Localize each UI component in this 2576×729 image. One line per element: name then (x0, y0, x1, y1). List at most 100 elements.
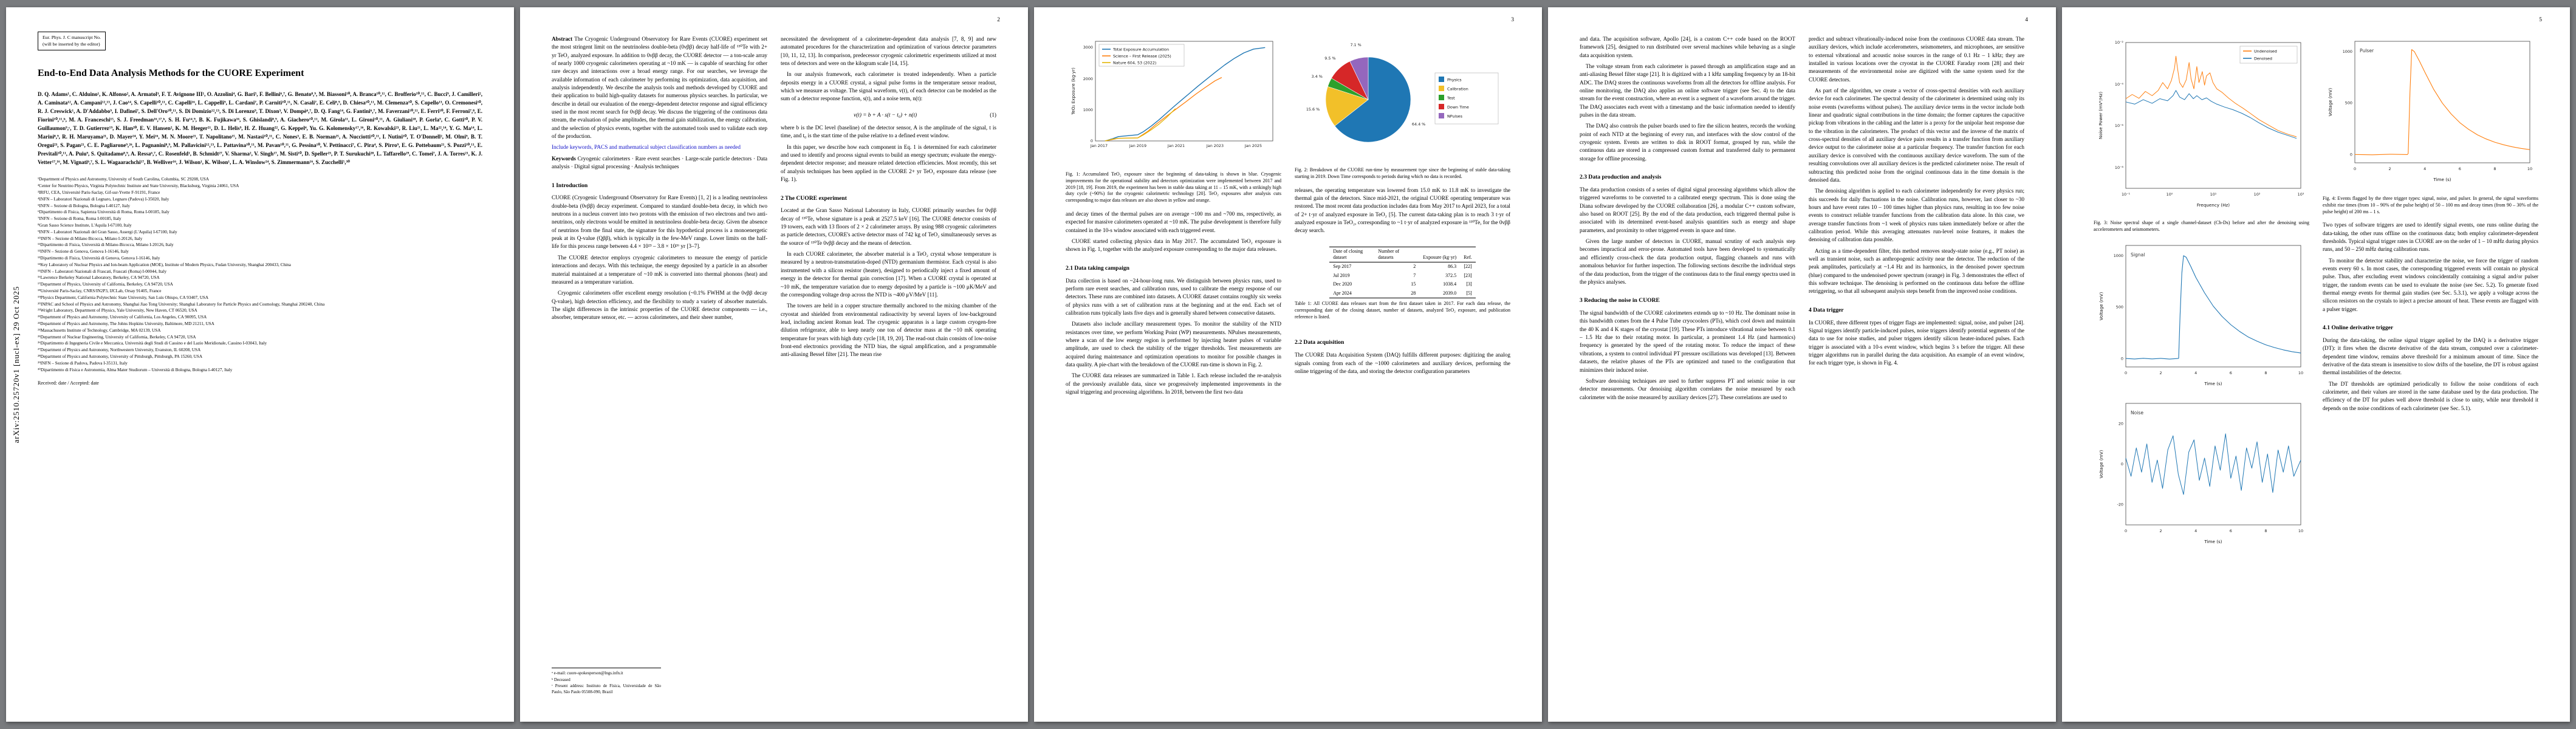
paragraph: In each CUORE calorimeter, the absorber … (781, 251, 996, 298)
fig4-y-axis-label: Voltage (mV) (2098, 292, 2104, 320)
figure-1-caption: Fig. 1: Accumulated TeO₂ exposure since … (1066, 171, 1281, 204)
paragraph: In CUORE, three different types of trigg… (1809, 319, 2024, 366)
svg-text:Undenoised: Undenoised (2254, 49, 2277, 54)
table-row: Dec 2020 15 1038.4 [3] (1329, 280, 1475, 289)
table-cell: 7 (1413, 272, 1416, 278)
page-number: 2 (997, 17, 1000, 23)
svg-text:15.6 %: 15.6 % (1306, 107, 1319, 112)
panel-label-noise: Noise (2131, 410, 2143, 416)
svg-text:6: 6 (2229, 371, 2232, 375)
paragraph: The DT thresholds are optimized periodic… (2323, 380, 2538, 411)
affiliation-item: ⁷INFN – Sezione di Roma, Roma I-00185, I… (38, 216, 122, 222)
section-4-heading: 4 Data trigger (1809, 306, 1844, 313)
footnote: ᶜ Present address: Instituto de Física, … (552, 683, 661, 694)
paragraph: where b is the DC level (baseline) of th… (781, 125, 996, 139)
fig4-y-axis-label: Voltage (mV) (2098, 450, 2104, 478)
affiliation-item: ¹⁸Université Paris-Saclay, CNRS/IN2P3, I… (38, 289, 162, 294)
section-2-3-heading: 2.3 Data production and analysis (1580, 174, 1662, 181)
fig1-legend: Total Exposure Accumulation Science – Fi… (1101, 47, 1171, 66)
figure-3-noise-spectrum: Undenoised Denoised 10⁻¹ 10⁰ 10¹ 10² 10³ (2094, 36, 2309, 214)
footnote: ᵇ Deceased (552, 677, 570, 682)
keywords-line: Keywords Cryogenic calorimeters · Rare e… (552, 155, 767, 171)
fig4-x-axis-label: Time (s) (2204, 539, 2222, 544)
column-left: Undenoised Denoised 10⁻¹ 10⁰ 10¹ 10² 10³ (2094, 35, 2309, 695)
svg-text:8: 8 (2264, 529, 2267, 533)
paragraph: Datasets also include ancillary measurem… (1066, 321, 1281, 368)
affiliation-item: ¹⁶Lawrence Berkeley National Laboratory,… (38, 275, 160, 281)
paragraph: The signal bandwidth of the CUORE calori… (1580, 310, 1795, 373)
svg-text:Test: Test (1447, 96, 1455, 101)
figure-2-caption: Fig. 2: Breakdown of the CUORE run-time … (1295, 167, 1510, 179)
page-number: 5 (2539, 17, 2542, 23)
table-cell: 2 (1413, 264, 1416, 270)
figure-4-panel-signal: Signal 0 2 4 6 8 10 0 500 1000 (2094, 241, 2309, 394)
svg-text:2000: 2000 (1083, 77, 1092, 81)
manuscript-note-box: Eur. Phys. J. C manuscript No. (will be … (38, 32, 106, 51)
affiliation-item: ²⁰INPAC and School of Physics and Astron… (38, 301, 325, 307)
affiliation-item: ¹³Dipartimento di Fisica, Università di … (38, 256, 160, 261)
fig4-y-axis-label: Voltage (mV) (2328, 87, 2333, 116)
affiliation-item: ²²Department of Physics and Astronomy, U… (38, 315, 207, 320)
svg-text:Science – First Release (2025): Science – First Release (2025) (1113, 54, 1171, 59)
table-1-block: Date of closing dataset Number of datase… (1295, 242, 1510, 327)
figure-2-runtime-pie: 64.4 % 15.6 % 3.4 % 9.5 % 7.1 % Physics Cali… (1295, 36, 1510, 161)
column-right: 64.4 % 15.6 % 3.4 % 9.5 % 7.1 % Physics Cali… (1295, 35, 1510, 695)
fig3-y-axis-label: Noise Power (mV²/Hz) (2098, 92, 2103, 139)
affiliation-item: ¹⁰INFN – Sezione di Milano Bicocca, Mila… (38, 236, 143, 241)
figure-4-panel-pulser: Pulser 0 2 4 6 8 10 0 500 1000 (2323, 36, 2538, 190)
paragraph: predict and subtract vibrationally-induc… (1809, 36, 2024, 83)
svg-text:6: 6 (2229, 529, 2232, 533)
svg-text:10: 10 (2298, 371, 2303, 375)
affiliation-item: ⁹INFN – Laboratori Nazionali del Gran Sa… (38, 229, 177, 234)
svg-text:500: 500 (2115, 304, 2123, 309)
svg-text:Physics: Physics (1447, 78, 1462, 83)
svg-text:Down Time: Down Time (1447, 105, 1469, 110)
affiliation-item: ⁴INFN – Laboratori Nazionali di Legnaro,… (38, 196, 170, 202)
column-right: predict and subtract vibrationally-induc… (1809, 35, 2024, 695)
svg-text:10⁻⁴: 10⁻⁴ (2114, 82, 2123, 87)
affiliation-item: ¹²INFN – Sezione di Genova, Genova I-161… (38, 249, 129, 255)
svg-text:0: 0 (2349, 152, 2352, 157)
affiliation-item: ¹⁴Key Laboratory of Nuclear Physics and … (38, 262, 291, 267)
affiliation-item: ¹Department of Physics and Astronomy, Un… (38, 177, 209, 182)
paragraph: In this paper, we describe how each comp… (781, 143, 996, 183)
section-2-2-heading: 2.2 Data acquisition (1295, 339, 1345, 346)
fig4-noise-x-tick-labels: 0 2 4 6 8 10 (2124, 529, 2303, 533)
paragraph: Data collection is based on ~24-hour-lon… (1066, 277, 1281, 316)
keywords-text: Cryogenic calorimeters · Rare event sear… (552, 155, 767, 170)
fig1-x-tick-labels: Jan 2017 Jan 2019 Jan 2021 Jan 2023 Jan … (1089, 143, 1261, 148)
affiliation-item: ⁸Gran Sasso Science Institute, L'Aquila … (38, 223, 132, 228)
affiliation-list: ¹Department of Physics and Astronomy, Un… (38, 176, 482, 373)
paragraph: The CUORE data releases are summarized i… (1066, 372, 1281, 395)
svg-text:2: 2 (2159, 529, 2162, 533)
page-number: 4 (2025, 17, 2028, 23)
figure-4-panel-noise: Noise 0 2 4 6 8 10 -20 0 20 (2094, 399, 2309, 552)
paragraph: Located at the Gran Sasso National Labor… (781, 207, 996, 246)
svg-text:10: 10 (2527, 166, 2532, 171)
section-1-heading: 1 Introduction (552, 182, 588, 189)
affiliation-item: ²⁷Department of Physics and Astronomy, N… (38, 347, 201, 353)
svg-text:3000: 3000 (1083, 45, 1092, 50)
paragraph: Two types of software triggers are used … (2323, 222, 2538, 253)
affiliation-item: ²⁹INFN – Sezione di Padova, Padova I-351… (38, 360, 128, 366)
svg-text:Jan 2021: Jan 2021 (1166, 143, 1184, 148)
svg-text:10⁻⁸: 10⁻⁸ (2114, 165, 2123, 170)
fig3-legend-box (2239, 46, 2297, 64)
paragraph: Cryogenic calorimeters offer excellent e… (552, 290, 767, 321)
fig2-legend-box (1434, 72, 1498, 125)
svg-text:4: 4 (2424, 166, 2426, 171)
table-header: Number of datasets (1374, 246, 1420, 263)
affiliation-item: ²¹Wright Laboratory, Department of Physi… (38, 308, 197, 313)
svg-text:0: 0 (2124, 529, 2126, 533)
table-cell: [3] (1466, 281, 1472, 287)
svg-text:8: 8 (2264, 371, 2267, 375)
affiliation-item: ¹⁷Department of Physics, University of C… (38, 282, 173, 287)
paragraph: necessitated the development of a calori… (781, 36, 996, 67)
paragraph: The data production consists of a series… (1580, 187, 1795, 233)
fig1-y-tick-labels: 0 1000 2000 3000 (1083, 45, 1092, 143)
svg-text:9.5 %: 9.5 % (1324, 56, 1335, 61)
svg-text:Denoised: Denoised (2254, 56, 2272, 61)
paragraph: CUORE (Cryogenic Underground Observatory… (552, 194, 767, 250)
column-left: Total Exposure Accumulation Science – Fi… (1066, 35, 1281, 695)
svg-text:1000: 1000 (2113, 253, 2123, 258)
